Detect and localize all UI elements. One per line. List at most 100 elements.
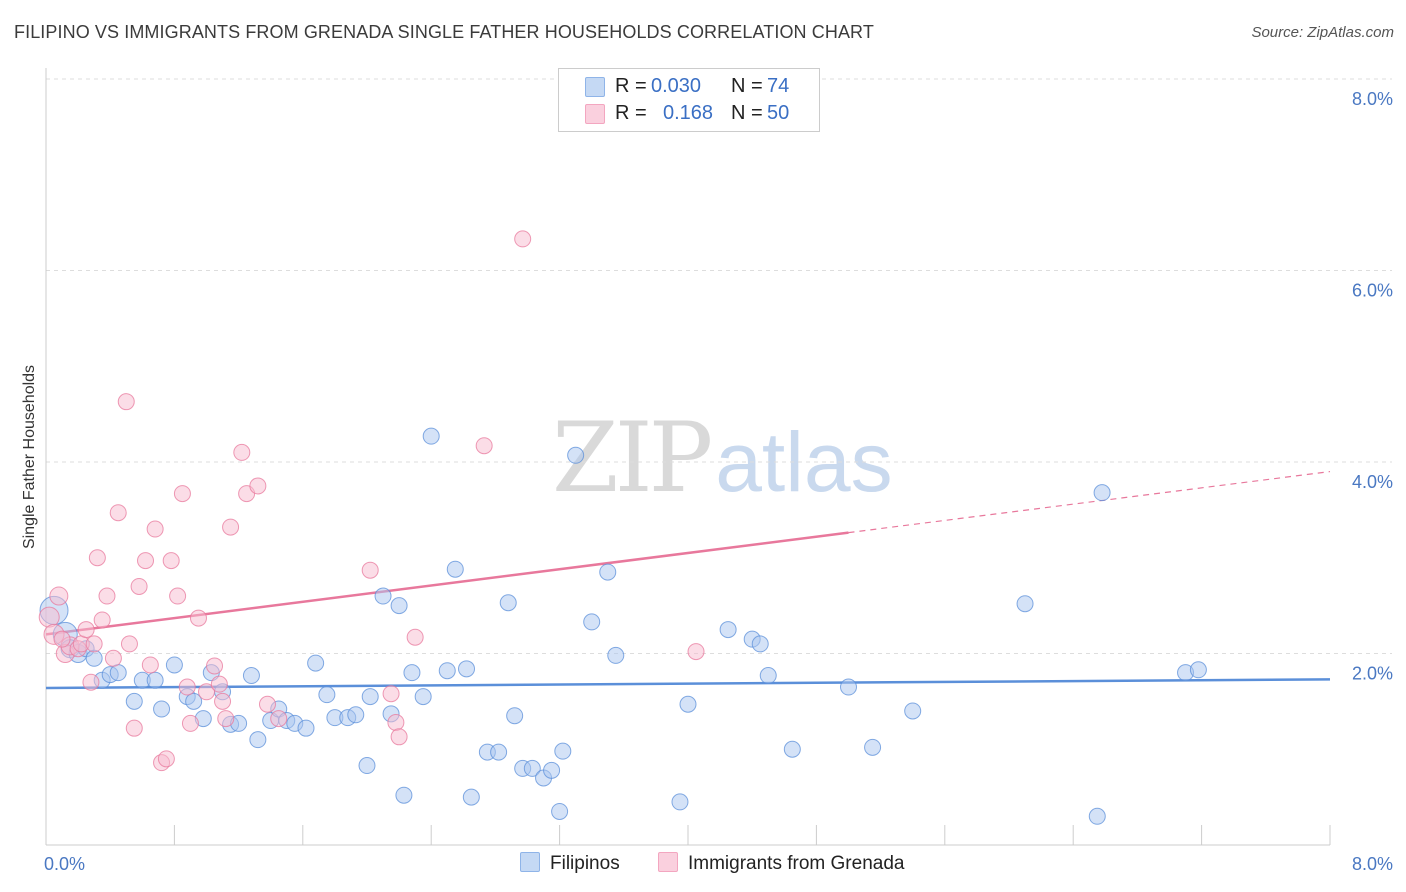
- point-0-45: [462, 788, 480, 806]
- point-1-38: [258, 695, 276, 713]
- legend-r-label: R =: [615, 75, 647, 97]
- point-0-61: [679, 695, 697, 713]
- point-0-59: [607, 646, 625, 664]
- trend-lines: [45, 470, 1331, 690]
- point-1-10: [88, 549, 106, 567]
- point-1-48: [687, 643, 705, 661]
- y-axis-title: Single Father Households: [21, 365, 38, 549]
- point-1-15: [117, 393, 135, 411]
- point-1-12: [98, 587, 116, 605]
- point-0-47: [490, 743, 508, 761]
- trend-line-0: [45, 678, 1331, 690]
- point-0-60: [671, 793, 689, 811]
- point-1-24: [162, 552, 180, 570]
- point-1-19: [137, 552, 155, 570]
- legend-swatch-filipinos: [585, 77, 605, 97]
- point-1-37: [249, 477, 267, 495]
- point-0-53: [543, 761, 561, 779]
- point-0-54: [551, 802, 569, 820]
- point-0-57: [583, 613, 601, 631]
- bottom-legend-filipinos: Filipinos: [520, 852, 620, 875]
- point-1-25: [169, 587, 187, 605]
- legend-r-label: R =: [615, 102, 647, 124]
- point-0-40: [414, 688, 432, 706]
- point-0-62: [719, 621, 737, 639]
- point-0-12: [153, 700, 171, 718]
- point-0-72: [1093, 484, 1111, 502]
- point-0-68: [864, 738, 882, 756]
- point-0-5: [85, 649, 103, 667]
- point-1-14: [109, 504, 127, 522]
- trend-line-extension-1: [848, 470, 1331, 534]
- bottom-legend-swatch-filipinos: [520, 852, 540, 872]
- point-0-49: [506, 707, 524, 725]
- point-0-43: [446, 560, 464, 578]
- point-1-18: [130, 577, 148, 595]
- point-1-16: [120, 635, 138, 653]
- point-0-11: [146, 671, 164, 689]
- point-0-42: [438, 662, 456, 680]
- point-1-21: [146, 520, 164, 538]
- point-0-32: [347, 706, 365, 724]
- point-0-67: [840, 678, 857, 696]
- legend-r-value: 0.030: [651, 75, 702, 97]
- point-0-22: [249, 731, 267, 749]
- point-1-26: [173, 485, 191, 503]
- point-0-56: [567, 446, 585, 464]
- point-0-66: [783, 740, 801, 758]
- point-0-64: [751, 635, 769, 653]
- point-0-9: [125, 692, 143, 710]
- point-0-13: [165, 656, 183, 674]
- point-1-27: [178, 678, 196, 696]
- legend-n-value: 74: [767, 75, 790, 97]
- y-tick-label-3: 8.0%: [1352, 89, 1393, 109]
- point-0-48: [499, 594, 517, 612]
- point-1-2: [49, 586, 69, 606]
- point-0-39: [403, 664, 421, 682]
- x-tick-label-0: 0.0%: [44, 854, 85, 874]
- point-0-8: [109, 664, 127, 682]
- point-1-42: [382, 685, 400, 703]
- point-1-44: [390, 728, 408, 746]
- point-0-34: [361, 688, 379, 706]
- point-0-37: [390, 597, 408, 615]
- gridlines: [46, 78, 1392, 654]
- point-1-30: [198, 683, 215, 701]
- point-1-11: [93, 611, 111, 629]
- point-1-33: [217, 710, 235, 728]
- point-1-31: [206, 657, 224, 675]
- point-1-9: [85, 635, 103, 653]
- point-1-40: [214, 692, 232, 710]
- chart-title: FILIPINO VS IMMIGRANTS FROM GRENADA SING…: [14, 22, 874, 42]
- point-1-45: [406, 628, 424, 646]
- point-1-35: [233, 443, 251, 461]
- source-label: Source: ZipAtlas.com: [1251, 24, 1394, 41]
- point-0-29: [318, 686, 336, 704]
- point-0-70: [1016, 595, 1034, 613]
- y-tick-label-0: 2.0%: [1352, 664, 1393, 684]
- point-0-27: [297, 719, 315, 737]
- stats-legend: R = 0.030 N = 74 R = 0.168 N = 50: [558, 68, 820, 132]
- point-1-41: [361, 561, 379, 579]
- point-0-35: [374, 587, 392, 605]
- point-1-34: [222, 518, 240, 536]
- point-1-49: [53, 630, 71, 648]
- point-1-43: [387, 713, 405, 731]
- legend-r-value: 0.168: [663, 102, 714, 124]
- point-1-17: [125, 719, 143, 737]
- data-points: [38, 230, 1207, 825]
- bottom-legend-swatch-grenada: [658, 852, 678, 872]
- point-0-55: [554, 742, 572, 760]
- point-0-15: [185, 692, 203, 710]
- point-0-71: [1088, 807, 1106, 825]
- point-0-74: [1189, 661, 1207, 679]
- point-0-41: [422, 427, 440, 445]
- point-0-21: [242, 667, 260, 685]
- point-0-65: [759, 667, 777, 685]
- point-1-46: [475, 437, 493, 455]
- point-1-32: [210, 675, 228, 693]
- point-0-33: [358, 757, 376, 775]
- legend-n-value: 50: [767, 102, 790, 124]
- point-1-20: [141, 656, 159, 674]
